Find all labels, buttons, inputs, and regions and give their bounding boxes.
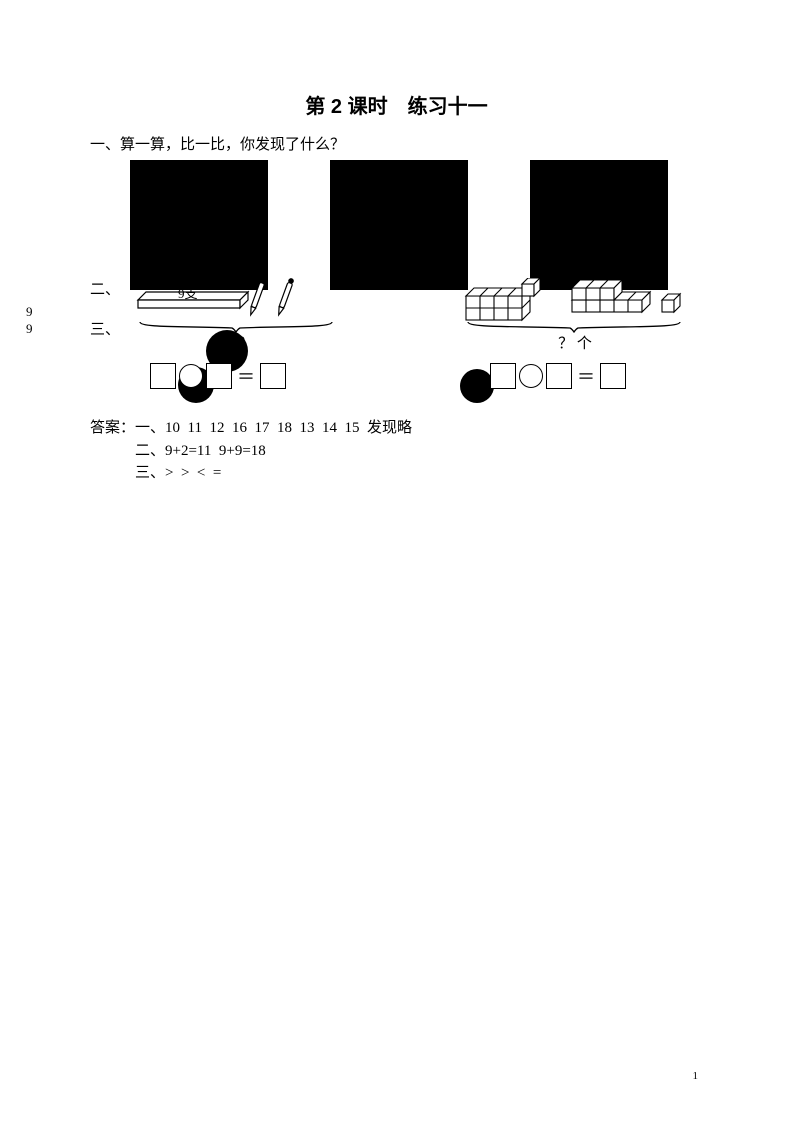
answers-line: 二、9+2=11 9+9=18	[90, 440, 703, 463]
page-title: 第 2 课时 练习十一	[90, 90, 703, 119]
answer-box	[546, 363, 572, 389]
occluder-rect	[330, 160, 468, 290]
side-nines: 9 9	[26, 304, 33, 338]
side-nine: 9	[26, 321, 33, 338]
right-qmark: ？ 个	[460, 332, 690, 353]
answer-box	[150, 363, 176, 389]
equals-sign: ＝	[575, 363, 597, 389]
occluder-circle	[460, 369, 494, 403]
operator-circle	[179, 364, 203, 388]
answers-line: 三、> > < =	[90, 462, 703, 485]
cubes-icon	[460, 278, 690, 324]
answer-box	[206, 363, 232, 389]
pen-box-icon: 9支	[130, 278, 360, 324]
occluder-rect	[130, 160, 268, 290]
answer-box	[260, 363, 286, 389]
side-nine: 9	[26, 304, 33, 321]
answers-1: 一、10 11 12 16 17 18 13 14 15 发现略	[135, 420, 412, 436]
equation-row: ＝ ＝	[90, 363, 703, 409]
equals-sign: ＝	[235, 363, 257, 389]
cubes-figure: ？ 个	[460, 278, 690, 353]
equation-right: ＝	[490, 363, 626, 389]
answers-label: 答案：	[90, 420, 135, 436]
occluder-row: 二、	[90, 160, 703, 290]
question-1-text: 一、算一算，比一比，你发现了什么？	[90, 133, 703, 154]
answer-box	[600, 363, 626, 389]
page-number: 1	[693, 1070, 699, 1082]
marker-3: 三、	[90, 318, 120, 339]
equation-left: ＝	[150, 363, 286, 389]
operator-circle	[519, 364, 543, 388]
occluder-rect	[530, 160, 668, 290]
figures-row: 三、 9支	[90, 278, 703, 363]
qmark-text: ？ 个	[558, 336, 592, 352]
answers-block: 答案：一、10 11 12 16 17 18 13 14 15 发现略 二、9+…	[90, 417, 703, 485]
answers-line: 答案：一、10 11 12 16 17 18 13 14 15 发现略	[90, 417, 703, 440]
answer-box	[490, 363, 516, 389]
box-label-text: 9支	[178, 286, 198, 301]
